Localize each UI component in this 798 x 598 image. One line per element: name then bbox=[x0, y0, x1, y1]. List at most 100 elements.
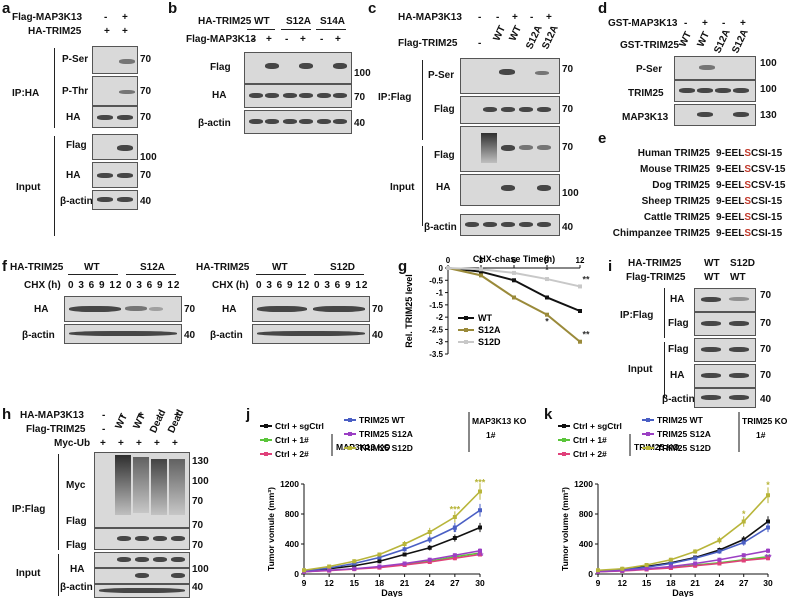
a-blot-actin bbox=[92, 190, 138, 210]
h-blot-myc bbox=[94, 452, 190, 528]
i-blot-flag-input bbox=[694, 338, 756, 362]
data-point bbox=[452, 553, 457, 558]
panel-c-label: c bbox=[368, 0, 377, 17]
h-blot-flag-ip bbox=[94, 528, 190, 550]
e-sequence: 9-EELSCSV-15 bbox=[716, 180, 785, 191]
series-line bbox=[597, 494, 769, 572]
h-mw: 40 bbox=[192, 582, 204, 593]
data-point bbox=[427, 537, 432, 542]
series-line bbox=[303, 490, 481, 572]
a-row-ha-trim25: HA-TRIM25 bbox=[28, 26, 82, 37]
panel-k-label: k bbox=[544, 406, 553, 423]
x-tick-label: 12 bbox=[324, 578, 334, 588]
d-sign: S12A bbox=[730, 27, 751, 56]
a-blot-label: P-Ser bbox=[62, 54, 89, 65]
i-sign: WT bbox=[704, 272, 720, 283]
i-mw: 70 bbox=[760, 318, 772, 329]
panel-b-label: b bbox=[168, 0, 178, 17]
legend-label: TRIM25 S12D bbox=[657, 443, 711, 453]
data-point bbox=[377, 564, 382, 569]
legend-group-label: 1# bbox=[486, 430, 496, 440]
f-right-row: HA-TRIM25 bbox=[196, 262, 250, 273]
significance-mark: * bbox=[453, 527, 457, 537]
h-sign: + bbox=[138, 410, 144, 421]
g-y-tick-label: -1 bbox=[436, 289, 444, 298]
c-blot-pser bbox=[460, 58, 560, 94]
y-axis-label: Tumor volume (mm³) bbox=[560, 487, 570, 571]
data-point bbox=[478, 548, 482, 553]
b-blot-actin bbox=[244, 110, 352, 134]
b-sign: - bbox=[251, 34, 255, 45]
f-mw: 70 bbox=[184, 304, 196, 315]
data-point bbox=[352, 566, 357, 571]
series-line bbox=[303, 509, 481, 572]
y-tick-label: 0 bbox=[294, 569, 299, 579]
h-sign: + bbox=[118, 438, 124, 449]
x-tick-label: 15 bbox=[350, 578, 360, 588]
e-species: Chimpanzee TRIM25 bbox=[612, 228, 710, 239]
g-annotation: * bbox=[545, 265, 549, 275]
legend-marker bbox=[264, 438, 268, 442]
b-sign: + bbox=[335, 34, 341, 45]
legend-label: TRIM25 S12D bbox=[359, 443, 413, 453]
c-blot-label: Flag bbox=[434, 104, 455, 115]
c-blot-label: HA bbox=[436, 182, 451, 193]
g-point bbox=[578, 339, 582, 344]
data-point bbox=[741, 553, 746, 558]
f-chx-label: CHX (h) bbox=[212, 280, 249, 291]
c-blot-label: P-Ser bbox=[428, 70, 455, 81]
b-row-flag-map3k13: Flag-MAP3K13 bbox=[186, 34, 257, 45]
legend-marker bbox=[562, 452, 566, 456]
b-mw: 100 bbox=[354, 68, 371, 79]
i-ip-label: IP:Flag bbox=[620, 310, 654, 321]
h-input-label: Input bbox=[16, 568, 41, 579]
g-x-tick-label: 3 bbox=[479, 256, 484, 265]
e-seq-prefix: 9-EEL bbox=[716, 212, 745, 223]
a-blot-label: Flag bbox=[66, 140, 87, 151]
e-species: Human TRIM25 bbox=[637, 148, 710, 159]
h-sign: + bbox=[172, 438, 178, 449]
c-sign: - bbox=[530, 12, 534, 23]
e-seq-suffix: CSV-15 bbox=[751, 164, 786, 175]
legend-group-label: 1# bbox=[756, 430, 766, 440]
i-ip-bracket bbox=[664, 288, 665, 338]
y-tick-label: 800 bbox=[579, 509, 593, 519]
x-tick-label: 24 bbox=[425, 578, 435, 588]
a-blot-ha bbox=[92, 106, 138, 128]
e-seq-prefix: 9-EEL bbox=[716, 196, 745, 207]
e-seq-prefix: 9-EEL bbox=[716, 228, 745, 239]
b-group-line bbox=[316, 29, 346, 30]
panel-h-label: h bbox=[2, 406, 12, 423]
i-sign: WT bbox=[704, 258, 720, 269]
b-sign: + bbox=[266, 34, 272, 45]
h-blot-label: HA bbox=[70, 564, 85, 575]
h-mw: 70 bbox=[192, 540, 204, 551]
data-point bbox=[693, 549, 698, 554]
f-left-group: S12A bbox=[140, 262, 166, 273]
e-row: Human TRIM25 9-EELSCSI-15 bbox=[600, 148, 796, 162]
data-point bbox=[377, 559, 382, 564]
e-seq-prefix: 9-EEL bbox=[716, 164, 745, 175]
e-seq-site: S bbox=[744, 180, 752, 191]
e-sequence: 9-EELSCSI-15 bbox=[716, 212, 782, 223]
data-point bbox=[352, 561, 357, 566]
i-mw: 40 bbox=[760, 394, 772, 405]
f-chx-times: 0 3 6 9 12 bbox=[68, 280, 123, 291]
x-tick-label: 27 bbox=[739, 578, 749, 588]
data-point bbox=[741, 519, 746, 524]
e-sequence: 9-EELSCSI-15 bbox=[716, 228, 782, 239]
a-blot-label: HA bbox=[66, 170, 81, 181]
d-sign: - bbox=[722, 18, 726, 29]
c-sign: + bbox=[546, 12, 552, 23]
c-input-bracket bbox=[422, 146, 423, 226]
h-sign: Dead bbox=[148, 408, 169, 435]
b-mw: 40 bbox=[354, 118, 366, 129]
x-tick-label: 24 bbox=[715, 578, 725, 588]
legend-marker bbox=[348, 446, 352, 450]
g-annotation: * bbox=[545, 317, 549, 327]
d-sign: S12A bbox=[712, 27, 733, 56]
b-row-ha-trim25: HA-TRIM25 bbox=[198, 16, 252, 27]
g-x-tick-label: 0 bbox=[446, 256, 451, 265]
g-point bbox=[545, 277, 549, 282]
h-sign: Dead bbox=[166, 408, 187, 435]
